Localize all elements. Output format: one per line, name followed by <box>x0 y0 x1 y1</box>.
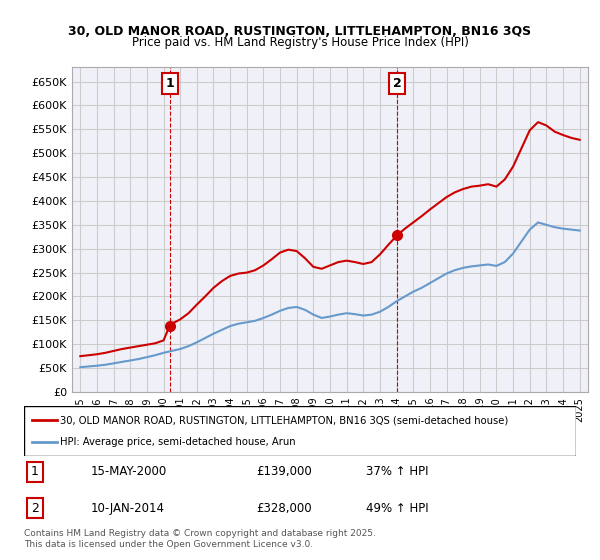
Text: 2: 2 <box>393 77 401 90</box>
Text: 1: 1 <box>166 77 174 90</box>
Text: £139,000: £139,000 <box>256 465 311 478</box>
Text: Contains HM Land Registry data © Crown copyright and database right 2025.
This d: Contains HM Land Registry data © Crown c… <box>24 529 376 549</box>
Text: 30, OLD MANOR ROAD, RUSTINGTON, LITTLEHAMPTON, BN16 3QS: 30, OLD MANOR ROAD, RUSTINGTON, LITTLEHA… <box>68 25 532 38</box>
Text: 2: 2 <box>31 502 39 515</box>
Text: HPI: Average price, semi-detached house, Arun: HPI: Average price, semi-detached house,… <box>60 437 296 447</box>
Text: 49% ↑ HPI: 49% ↑ HPI <box>366 502 429 515</box>
Text: 15-MAY-2000: 15-MAY-2000 <box>90 465 166 478</box>
Text: £328,000: £328,000 <box>256 502 311 515</box>
Text: 1: 1 <box>31 465 39 478</box>
Text: 10-JAN-2014: 10-JAN-2014 <box>90 502 164 515</box>
Text: 30, OLD MANOR ROAD, RUSTINGTON, LITTLEHAMPTON, BN16 3QS (semi-detached house): 30, OLD MANOR ROAD, RUSTINGTON, LITTLEHA… <box>60 415 508 425</box>
Text: Price paid vs. HM Land Registry's House Price Index (HPI): Price paid vs. HM Land Registry's House … <box>131 36 469 49</box>
FancyBboxPatch shape <box>24 406 576 456</box>
Text: 37% ↑ HPI: 37% ↑ HPI <box>366 465 429 478</box>
